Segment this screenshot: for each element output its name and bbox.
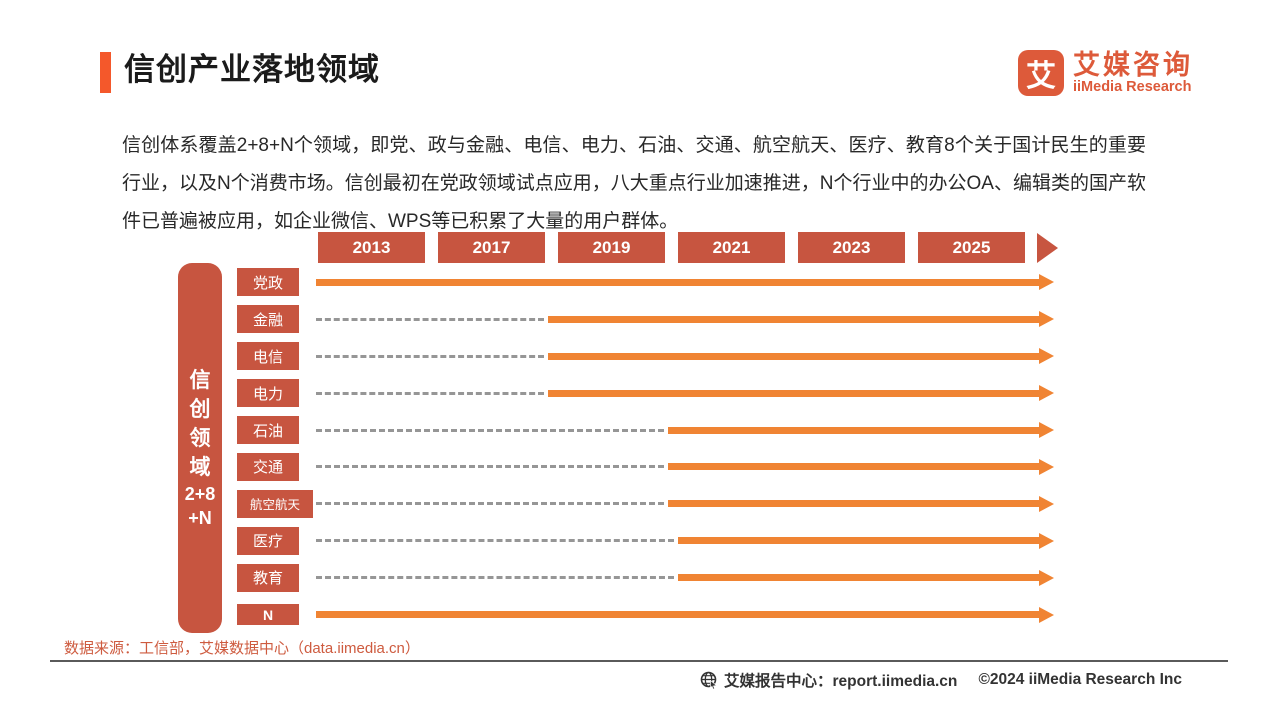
arrow-head xyxy=(1039,458,1054,475)
year-box-2019: 2019 xyxy=(558,232,665,263)
dashed-segment xyxy=(316,354,545,358)
row-label: 教育 xyxy=(237,563,299,592)
row-track xyxy=(316,603,1054,627)
arrow-head xyxy=(1039,348,1054,365)
solid-arrow-segment xyxy=(316,611,1040,619)
solid-arrow-segment xyxy=(667,500,1040,508)
dashed-segment xyxy=(316,539,675,543)
year-box-2025: 2025 xyxy=(918,232,1025,263)
arrow-head xyxy=(1039,495,1054,512)
arrow-head xyxy=(1039,311,1054,328)
solid-arrow-segment xyxy=(316,278,1040,286)
row-track xyxy=(316,529,1054,553)
timeline-row-医疗: 医疗 xyxy=(178,522,1058,559)
row-label: 航空航天 xyxy=(237,489,313,518)
arrow-head xyxy=(1039,606,1054,623)
iimedia-logo: 艾 艾媒咨询 iiMedia Research xyxy=(1018,50,1193,96)
dashed-segment xyxy=(316,465,665,469)
side-label-char: 域 xyxy=(189,456,211,479)
arrow-head xyxy=(1039,274,1054,291)
intro-paragraph: 信创体系覆盖2+8+N个领域，即党、政与金融、电信、电力、石油、交通、航空航天、… xyxy=(122,135,1146,232)
timeline-row-N: N xyxy=(178,596,1058,633)
row-label: 医疗 xyxy=(237,526,299,555)
timeline-rows: 党政金融电信电力石油交通航空航天医疗教育 N xyxy=(178,264,1058,633)
row-label: 电信 xyxy=(237,342,299,371)
dashed-segment xyxy=(316,576,675,580)
logo-glyph: 艾 xyxy=(1026,60,1056,93)
side-label-char: 领 xyxy=(189,427,211,450)
row-track xyxy=(316,344,1054,368)
row-track xyxy=(316,566,1054,590)
row-label: 交通 xyxy=(237,452,299,481)
chart-side-label: 信创领域 2+8 +N xyxy=(178,263,222,633)
copyright: ©2024 iiMedia Research Inc xyxy=(978,671,1182,688)
footer-divider xyxy=(50,660,1228,662)
row-track xyxy=(316,418,1054,442)
row-track xyxy=(316,307,1054,331)
year-box-2013: 2013 xyxy=(318,232,425,263)
timeline-row-石油: 石油 xyxy=(178,412,1058,449)
dashed-segment xyxy=(316,502,665,506)
year-box-2017: 2017 xyxy=(438,232,545,263)
dashed-segment xyxy=(316,428,665,432)
iimedia-logo-icon: 艾 xyxy=(1018,50,1064,96)
row-track xyxy=(316,492,1054,516)
logo-text: 艾媒咨询 iiMedia Research xyxy=(1073,51,1193,95)
row-track xyxy=(316,270,1054,294)
side-label-char: 创 xyxy=(189,398,211,421)
year-box-2023: 2023 xyxy=(798,232,905,263)
solid-arrow-segment xyxy=(547,315,1040,323)
row-label: 党政 xyxy=(237,268,299,297)
report-center: 艾媒报告中心：report.iimedia.cn xyxy=(700,669,957,691)
page-title: 信创产业落地领域 xyxy=(124,52,380,87)
side-label-sub: +N xyxy=(188,508,212,528)
row-label: N xyxy=(237,604,299,626)
data-source-note: 数据来源：工信部，艾媒数据中心（data.iimedia.cn） xyxy=(64,640,420,657)
arrow-head xyxy=(1039,422,1054,439)
logo-name-cn: 艾媒咨询 xyxy=(1073,50,1193,80)
arrow-head xyxy=(1039,532,1054,549)
row-label: 金融 xyxy=(237,305,299,334)
solid-arrow-segment xyxy=(678,537,1040,545)
side-label-char: 信 xyxy=(189,369,211,392)
logo-name-en: iiMedia Research xyxy=(1073,79,1192,95)
timeline-year-axis: 2013 2017 2019 2021 2023 2025 xyxy=(318,232,1058,263)
solid-arrow-segment xyxy=(547,389,1040,397)
row-track xyxy=(316,455,1054,479)
solid-arrow-segment xyxy=(678,574,1040,582)
timeline-row-航空航天: 航空航天 xyxy=(178,485,1058,522)
dashed-segment xyxy=(316,317,545,321)
timeline-row-交通: 交通 xyxy=(178,449,1058,486)
timeline-row-党政: 党政 xyxy=(178,264,1058,301)
row-label: 电力 xyxy=(237,379,299,408)
globe-icon xyxy=(700,671,718,689)
year-box-2021: 2021 xyxy=(678,232,785,263)
timeline-row-电信: 电信 xyxy=(178,338,1058,375)
arrow-head xyxy=(1039,569,1054,586)
timeline-row-教育: 教育 xyxy=(178,559,1058,596)
solid-arrow-segment xyxy=(547,352,1040,360)
year-axis-arrow-tip xyxy=(1037,232,1058,263)
row-track xyxy=(316,381,1054,405)
arrow-head xyxy=(1039,385,1054,402)
timeline-row-电力: 电力 xyxy=(178,375,1058,412)
side-label-sub: 2+8 xyxy=(184,484,216,504)
timeline-row-金融: 金融 xyxy=(178,301,1058,338)
row-label: 石油 xyxy=(237,416,299,445)
report-center-label: 艾媒报告中心：report.iimedia.cn xyxy=(724,673,958,690)
bottom-bar: 艾媒报告中心：report.iimedia.cn ©2024 iiMedia R… xyxy=(700,668,1182,692)
solid-arrow-segment xyxy=(667,426,1040,434)
dashed-segment xyxy=(316,391,545,395)
solid-arrow-segment xyxy=(667,463,1040,471)
title-accent-bar xyxy=(100,52,111,93)
